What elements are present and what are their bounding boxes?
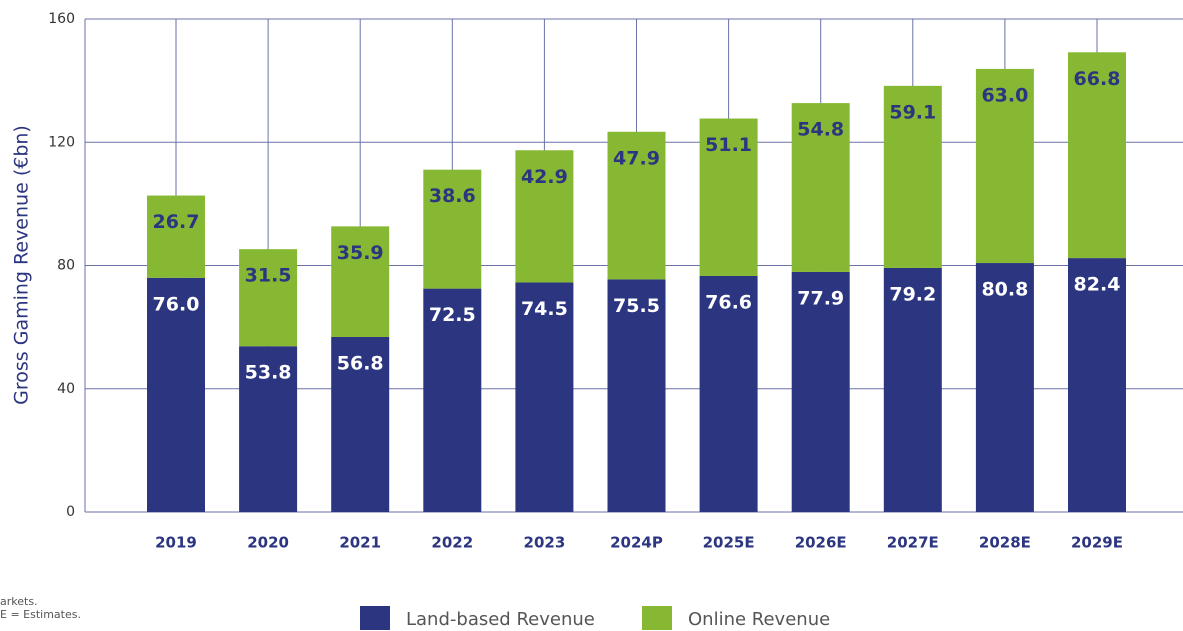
data-label: 82.4 bbox=[1074, 274, 1121, 296]
legend-label: Land-based Revenue bbox=[406, 609, 595, 630]
x-tick-label: 2024P bbox=[610, 534, 663, 552]
y-axis-label: Gross Gaming Revenue (€bn) bbox=[11, 125, 33, 405]
bar-segment bbox=[791, 271, 850, 512]
bar-segment bbox=[239, 346, 298, 512]
footnote: arkets. bbox=[0, 595, 38, 608]
data-label: 76.6 bbox=[705, 291, 752, 313]
data-label: 72.5 bbox=[429, 304, 476, 326]
data-label: 47.9 bbox=[613, 147, 660, 169]
data-label: 66.8 bbox=[1074, 68, 1121, 90]
data-label: 51.1 bbox=[705, 134, 752, 156]
x-tick-label: 2029E bbox=[1071, 534, 1123, 552]
x-tick-label: 2023 bbox=[524, 534, 566, 552]
bar-segment bbox=[331, 226, 390, 337]
bar-segment bbox=[423, 288, 482, 512]
y-tick-label: 40 bbox=[57, 381, 75, 397]
bar-segment bbox=[883, 267, 942, 512]
bar-segment bbox=[1068, 258, 1126, 512]
x-tick-label: 2027E bbox=[887, 534, 939, 552]
data-label: 74.5 bbox=[521, 298, 568, 320]
bar-segment bbox=[975, 68, 1034, 264]
data-label: 42.9 bbox=[521, 166, 568, 188]
legend-swatch bbox=[360, 606, 390, 630]
legend-swatch bbox=[642, 606, 672, 630]
bar-segment bbox=[975, 263, 1034, 512]
data-label: 77.9 bbox=[797, 287, 844, 309]
data-label: 63.0 bbox=[981, 84, 1028, 106]
x-tick-label: 2019 bbox=[155, 534, 197, 552]
data-label: 56.8 bbox=[337, 352, 384, 374]
x-tick-label: 2025E bbox=[703, 534, 755, 552]
bar-segment bbox=[607, 131, 666, 280]
bar-segment bbox=[883, 85, 942, 268]
y-tick-label: 0 bbox=[66, 504, 75, 520]
bar-segment bbox=[147, 195, 205, 278]
x-tick-label: 2020 bbox=[247, 534, 289, 552]
bar-segment bbox=[515, 150, 574, 283]
bar-segment bbox=[423, 169, 482, 289]
bar-segment bbox=[331, 336, 390, 512]
bar-segment bbox=[239, 249, 298, 347]
data-label: 26.7 bbox=[153, 211, 200, 233]
data-label: 38.6 bbox=[429, 185, 476, 207]
bar-segment bbox=[515, 282, 574, 512]
bar-segment bbox=[699, 275, 758, 512]
data-label: 59.1 bbox=[889, 101, 936, 123]
data-label: 31.5 bbox=[245, 265, 292, 287]
x-tick-label: 2028E bbox=[979, 534, 1031, 552]
bar-segment bbox=[147, 277, 205, 512]
bar-segment bbox=[607, 279, 666, 512]
y-tick-label: 80 bbox=[57, 258, 75, 274]
data-label: 76.0 bbox=[153, 293, 200, 315]
legend-label: Online Revenue bbox=[688, 609, 830, 630]
data-label: 80.8 bbox=[981, 279, 1028, 301]
x-tick-label: 2021 bbox=[339, 534, 381, 552]
bar-segment bbox=[1068, 52, 1126, 259]
data-label: 79.2 bbox=[889, 283, 936, 305]
bar-segment bbox=[699, 118, 758, 276]
data-label: 75.5 bbox=[613, 295, 660, 317]
bar-segment bbox=[791, 103, 850, 272]
data-label: 35.9 bbox=[337, 242, 384, 264]
footnote: E = Estimates. bbox=[0, 608, 81, 621]
y-tick-label: 120 bbox=[48, 134, 75, 150]
data-label: 53.8 bbox=[245, 362, 292, 384]
x-tick-label: 2022 bbox=[431, 534, 473, 552]
data-label: 54.8 bbox=[797, 119, 844, 141]
y-tick-label: 160 bbox=[48, 11, 75, 27]
x-tick-label: 2026E bbox=[795, 534, 847, 552]
